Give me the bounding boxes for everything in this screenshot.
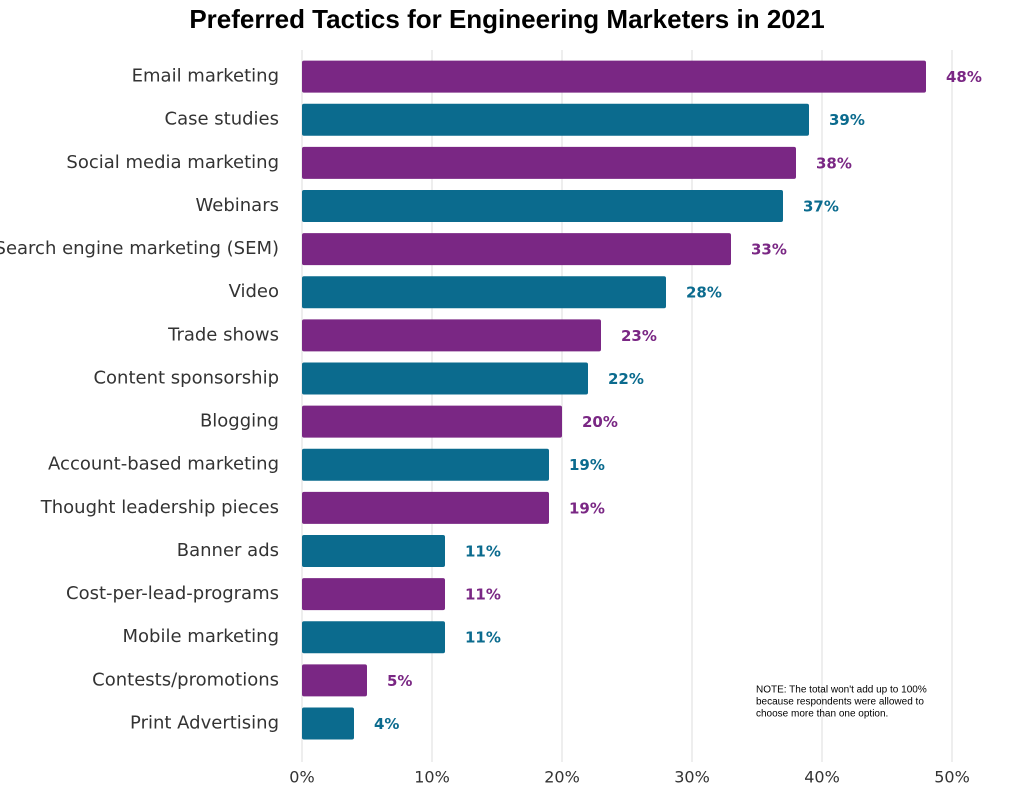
bar [302, 578, 445, 611]
bar [302, 60, 926, 93]
value-label: 39% [829, 111, 865, 129]
value-label: 19% [569, 499, 605, 517]
value-label: 19% [569, 456, 605, 474]
y-tick-label: Contests/promotions [92, 669, 279, 690]
bar [302, 189, 783, 222]
x-tick-label: 50% [934, 768, 970, 787]
y-tick-label: Print Advertising [130, 712, 279, 733]
note: choose more than one option. [756, 709, 888, 720]
x-tick-label: 20% [544, 768, 580, 787]
y-tick-label: Social media marketing [66, 152, 279, 173]
y-tick-label: Account-based marketing [48, 454, 279, 475]
bar [302, 491, 549, 524]
value-label: 28% [686, 284, 722, 302]
value-label: 11% [465, 629, 501, 647]
y-tick-label: Content sponsorship [93, 367, 279, 388]
bar [302, 146, 796, 179]
bar [302, 448, 549, 481]
y-tick-label: Search engine marketing (SEM) [0, 238, 279, 259]
value-label: 11% [465, 542, 501, 560]
y-tick-label: Mobile marketing [123, 626, 279, 647]
y-tick-label: Trade shows [167, 324, 279, 345]
value-label: 48% [946, 68, 982, 86]
note: NOTE: The total won't add up to 100% [756, 685, 927, 696]
x-tick-label: 0% [289, 768, 314, 787]
value-label: 38% [816, 154, 852, 172]
y-tick-label: Blogging [200, 411, 279, 432]
bar [302, 707, 354, 740]
x-tick-label: 40% [804, 768, 840, 787]
value-label: 23% [621, 327, 657, 345]
bar [302, 534, 445, 567]
y-tick-label: Thought leadership pieces [40, 497, 279, 518]
x-tick-label: 30% [674, 768, 710, 787]
bar [302, 405, 562, 438]
bar [302, 276, 666, 309]
bar [302, 103, 809, 136]
value-label: 4% [374, 715, 399, 733]
value-label: 5% [387, 672, 412, 690]
value-label: 11% [465, 586, 501, 604]
x-tick-label: 10% [414, 768, 450, 787]
value-label: 37% [803, 197, 839, 215]
value-label: 33% [751, 241, 787, 259]
y-tick-label: Case studies [165, 109, 280, 130]
y-tick-label: Video [229, 281, 279, 302]
value-label: 20% [582, 413, 618, 431]
bar [302, 664, 367, 697]
value-label: 22% [608, 370, 644, 388]
chart-title: Preferred Tactics for Engineering Market… [189, 4, 824, 34]
bar [302, 319, 601, 352]
bar [302, 362, 588, 395]
note: because respondents were allowed to [756, 697, 924, 708]
y-tick-label: Email marketing [132, 66, 279, 87]
bar [302, 621, 445, 654]
bar [302, 233, 731, 266]
y-tick-label: Webinars [196, 195, 279, 216]
y-tick-label: Banner ads [177, 540, 279, 561]
y-tick-label: Cost-per-lead-programs [66, 583, 279, 604]
